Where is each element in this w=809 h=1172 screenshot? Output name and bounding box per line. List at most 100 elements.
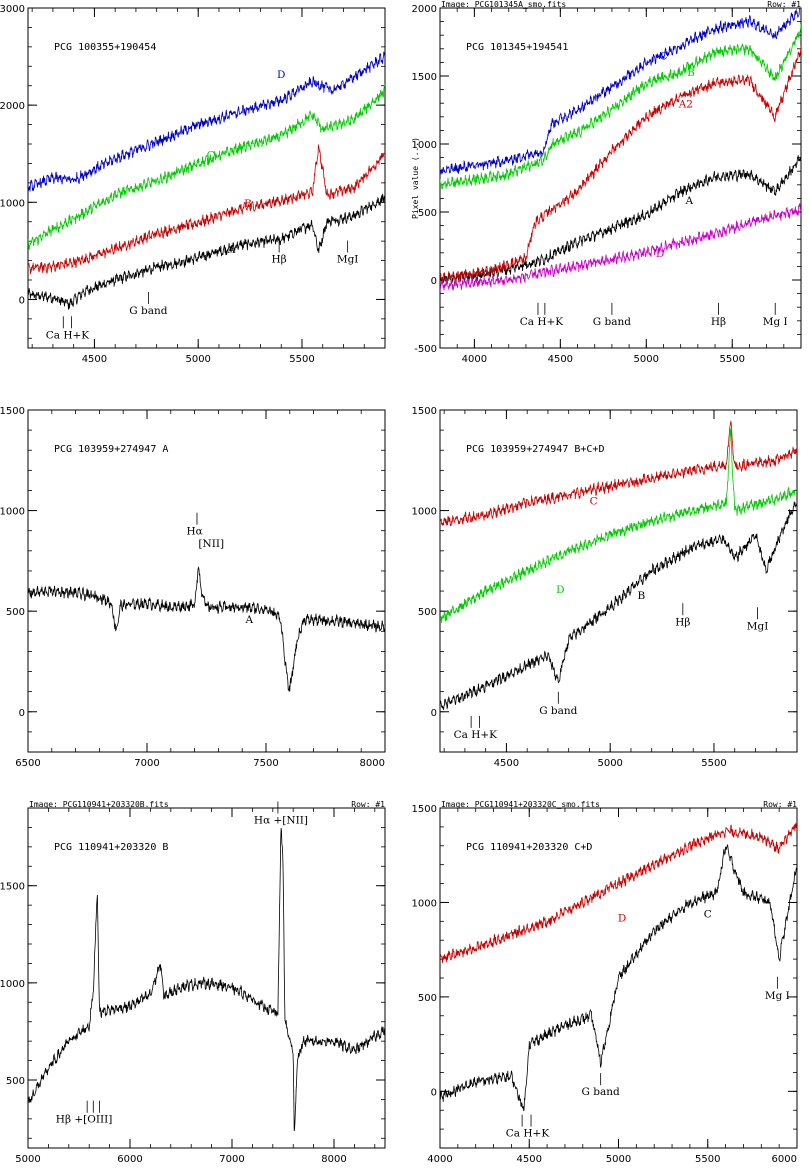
series-label: B [637, 590, 645, 602]
spectrum-line-d [28, 51, 385, 192]
series-label: C [704, 909, 712, 921]
x-tick-label: 7000 [219, 1154, 244, 1165]
series-label: B [244, 198, 252, 210]
x-tick-label: 4500 [82, 354, 107, 365]
feature-label: Ca H+K [46, 329, 90, 341]
x-tick-label: 7000 [134, 758, 159, 769]
x-tick-label: 4500 [548, 354, 573, 365]
y-tick-label: 3000 [0, 4, 25, 15]
spectrum-line-b [28, 144, 385, 275]
x-tick-label: 5500 [720, 354, 745, 365]
spectrum-line-a2 [440, 45, 801, 285]
y-tick-label: 1500 [412, 804, 437, 815]
x-tick-label: 5000 [185, 354, 210, 365]
plot-frame [27, 7, 386, 349]
series-label: D [618, 912, 626, 924]
feature-label: Hβ +[OIII] [56, 1114, 113, 1126]
x-tick-label: 8000 [360, 758, 385, 769]
feature-label: Hβ [272, 254, 287, 266]
spectrum-line-b [440, 24, 801, 190]
x-tick-label: 6000 [117, 1154, 142, 1165]
x-tick-label: 5000 [606, 1154, 631, 1165]
plot-frame [439, 7, 802, 349]
y-tick-label: 1500 [0, 406, 25, 417]
series-label: D [277, 69, 285, 81]
spectrum-line-a [440, 155, 801, 285]
y-tick-label: 1500 [412, 72, 437, 83]
y-tick-label: 0 [19, 708, 25, 719]
row-header: Row: #1 [763, 800, 797, 809]
feature-label: G band [129, 305, 167, 317]
x-tick-label: 5500 [289, 354, 314, 365]
row-header: Row: #1 [351, 800, 385, 809]
y-tick-label: 500 [6, 1076, 25, 1087]
y-tick-label: 500 [418, 993, 437, 1004]
spectrum-line-c [28, 84, 385, 251]
feature-label: G band [582, 1086, 620, 1098]
x-tick-label: 5000 [15, 1154, 40, 1165]
plot-frame [439, 409, 798, 753]
y-axis-label: Pixel value (...) [411, 137, 420, 219]
spectrum-line-d [440, 822, 797, 964]
series-label: A [245, 614, 254, 626]
feature-label: Hβ [675, 616, 690, 628]
y-tick-label: 1000 [412, 507, 437, 518]
x-tick-label: 5500 [701, 758, 726, 769]
y-tick-label: 1000 [0, 507, 25, 518]
x-tick-label: 8000 [321, 1154, 346, 1165]
x-tick-label: 5000 [597, 758, 622, 769]
y-tick-label: -500 [414, 344, 437, 355]
feature-label: Hα +[NII] [254, 815, 308, 827]
y-tick-label: 1500 [0, 882, 25, 893]
spectrum-panel-5: 5000 6000 7000 8000 500 1000 1500 Image: PCG110… [0, 800, 386, 1165]
y-tick-label: 0 [431, 708, 437, 719]
row-header: Row: #1 [767, 0, 801, 9]
y-tick-label: 500 [418, 208, 437, 219]
y-tick-label: 1000 [0, 198, 25, 209]
series-label: C [207, 150, 215, 162]
panel-title: PCG 101345+194541 [466, 42, 568, 53]
y-tick-label: 0 [431, 1087, 437, 1098]
y-tick-label: 0 [431, 276, 437, 287]
spectrum-line-d [440, 203, 801, 291]
image-header: Image: PCG110941+203320B.fits [29, 800, 169, 809]
spectrum-line-b [440, 501, 797, 710]
feature-label: G band [539, 705, 577, 717]
y-tick-label: 2000 [0, 101, 25, 112]
feature-label: Mg I [765, 990, 790, 1002]
feature-label: MgI [337, 254, 359, 266]
y-tick-label: 0 [19, 295, 25, 306]
panel-title: PCG 110941+203320 B [54, 842, 168, 853]
y-tick-label: 1000 [0, 979, 25, 990]
feature-label: Hβ [711, 316, 726, 328]
spectrum-line-main [28, 827, 385, 1132]
series-label: B [687, 67, 695, 79]
feature-label: Mg I [763, 316, 788, 328]
spectrum-line-a [28, 193, 385, 310]
y-tick-label: 1000 [412, 898, 437, 909]
image-header: Image: PCG110941+203320C_smo.fits [441, 800, 600, 809]
panel-title: PCG 110941+203320 C+D [466, 842, 592, 853]
plot-frame [27, 409, 386, 753]
feature-label: Ca H+K [520, 316, 564, 328]
plot-frame [27, 807, 386, 1149]
x-tick-label: 4000 [427, 1154, 452, 1165]
feature-label: [NII] [198, 538, 224, 550]
feature-label: Ca H+K [454, 729, 498, 741]
y-tick-label: 1000 [412, 140, 437, 151]
series-label: A2 [678, 98, 693, 110]
y-tick-label: 2000 [412, 4, 437, 15]
series-label: D [556, 584, 564, 596]
series-label: A [227, 244, 236, 256]
panel-title: PCG 100355+190454 [54, 42, 156, 53]
panel-title: PCG 103959+274947 A [54, 444, 168, 455]
feature-label: Ca H+K [506, 1128, 550, 1140]
x-tick-label: 6500 [15, 758, 40, 769]
series-label: D [656, 248, 664, 260]
x-tick-label: 6000 [772, 1154, 797, 1165]
spectrum-line-c [440, 420, 797, 526]
spectrum-line-d [440, 428, 797, 624]
x-tick-label: 5500 [695, 1154, 720, 1165]
panel-title: PCG 103959+274947 B+C+D [466, 444, 604, 455]
